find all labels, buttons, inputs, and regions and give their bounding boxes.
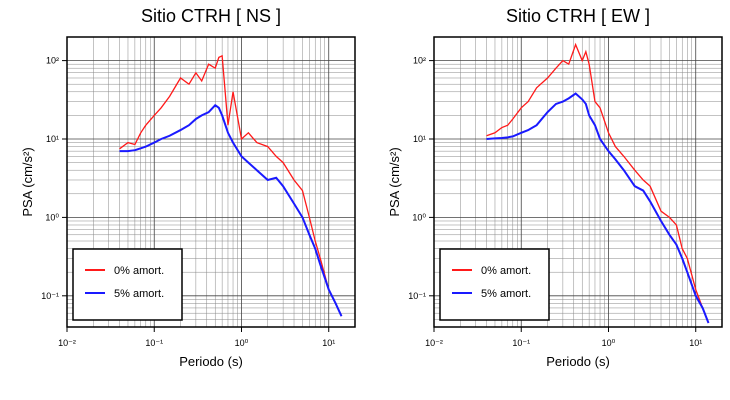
y-tick-label: 10¹ (46, 134, 59, 144)
y-tick-label: 10² (413, 56, 426, 66)
chart-title: Sitio CTRH [ NS ] (141, 6, 281, 26)
x-tick-label: 10¹ (689, 338, 702, 348)
y-axis-label: PSA (cm/s²) (387, 147, 402, 216)
y-tick-label: 10¹ (413, 134, 426, 144)
data-line (486, 92, 710, 324)
legend-label: 0% amort. (481, 265, 531, 277)
x-tick-label: 10⁻² (58, 338, 76, 348)
x-axis-label: Periodo (s) (546, 354, 610, 369)
x-tick-label: 10⁰ (235, 338, 249, 348)
x-axis-label: Periodo (s) (179, 354, 243, 369)
legend-box (439, 248, 550, 321)
y-tick-label: 10⁰ (412, 212, 426, 222)
data-line (119, 103, 343, 317)
x-tick-label: 10⁰ (602, 338, 616, 348)
plot-frame (66, 36, 356, 328)
legend-label: 5% amort. (114, 288, 164, 300)
legend-label: 5% amort. (481, 288, 531, 300)
x-tick-label: 10⁻² (425, 338, 443, 348)
y-tick-label: 10⁰ (45, 212, 59, 222)
y-tick-label: 10⁻¹ (408, 291, 426, 301)
legend-label: 0% amort. (114, 265, 164, 277)
x-tick-label: 10¹ (322, 338, 335, 348)
x-tick-label: 10⁻¹ (512, 338, 530, 348)
data-line (486, 42, 710, 324)
chart-title: Sitio CTRH [ EW ] (506, 6, 650, 26)
y-tick-label: 10² (46, 56, 59, 66)
legend-box (72, 248, 183, 321)
y-tick-label: 10⁻¹ (41, 291, 59, 301)
x-tick-label: 10⁻¹ (145, 338, 163, 348)
data-line (119, 54, 343, 317)
plot-frame (433, 36, 723, 328)
y-axis-label: PSA (cm/s²) (20, 147, 35, 216)
